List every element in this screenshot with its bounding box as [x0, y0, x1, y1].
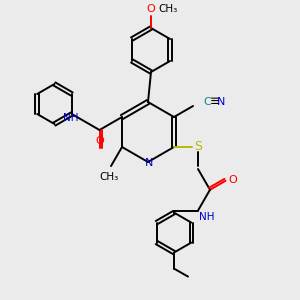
Text: O: O [147, 4, 155, 14]
Text: C: C [203, 97, 211, 107]
Text: ≡: ≡ [210, 95, 220, 109]
Text: O: O [229, 175, 237, 185]
Text: O: O [95, 136, 104, 146]
Text: NH: NH [64, 113, 79, 123]
Text: NH: NH [199, 212, 214, 222]
Text: N: N [145, 158, 153, 168]
Text: CH₃: CH₃ [99, 172, 119, 182]
Text: N: N [217, 97, 225, 107]
Text: CH₃: CH₃ [158, 4, 178, 14]
Text: S: S [194, 140, 202, 154]
